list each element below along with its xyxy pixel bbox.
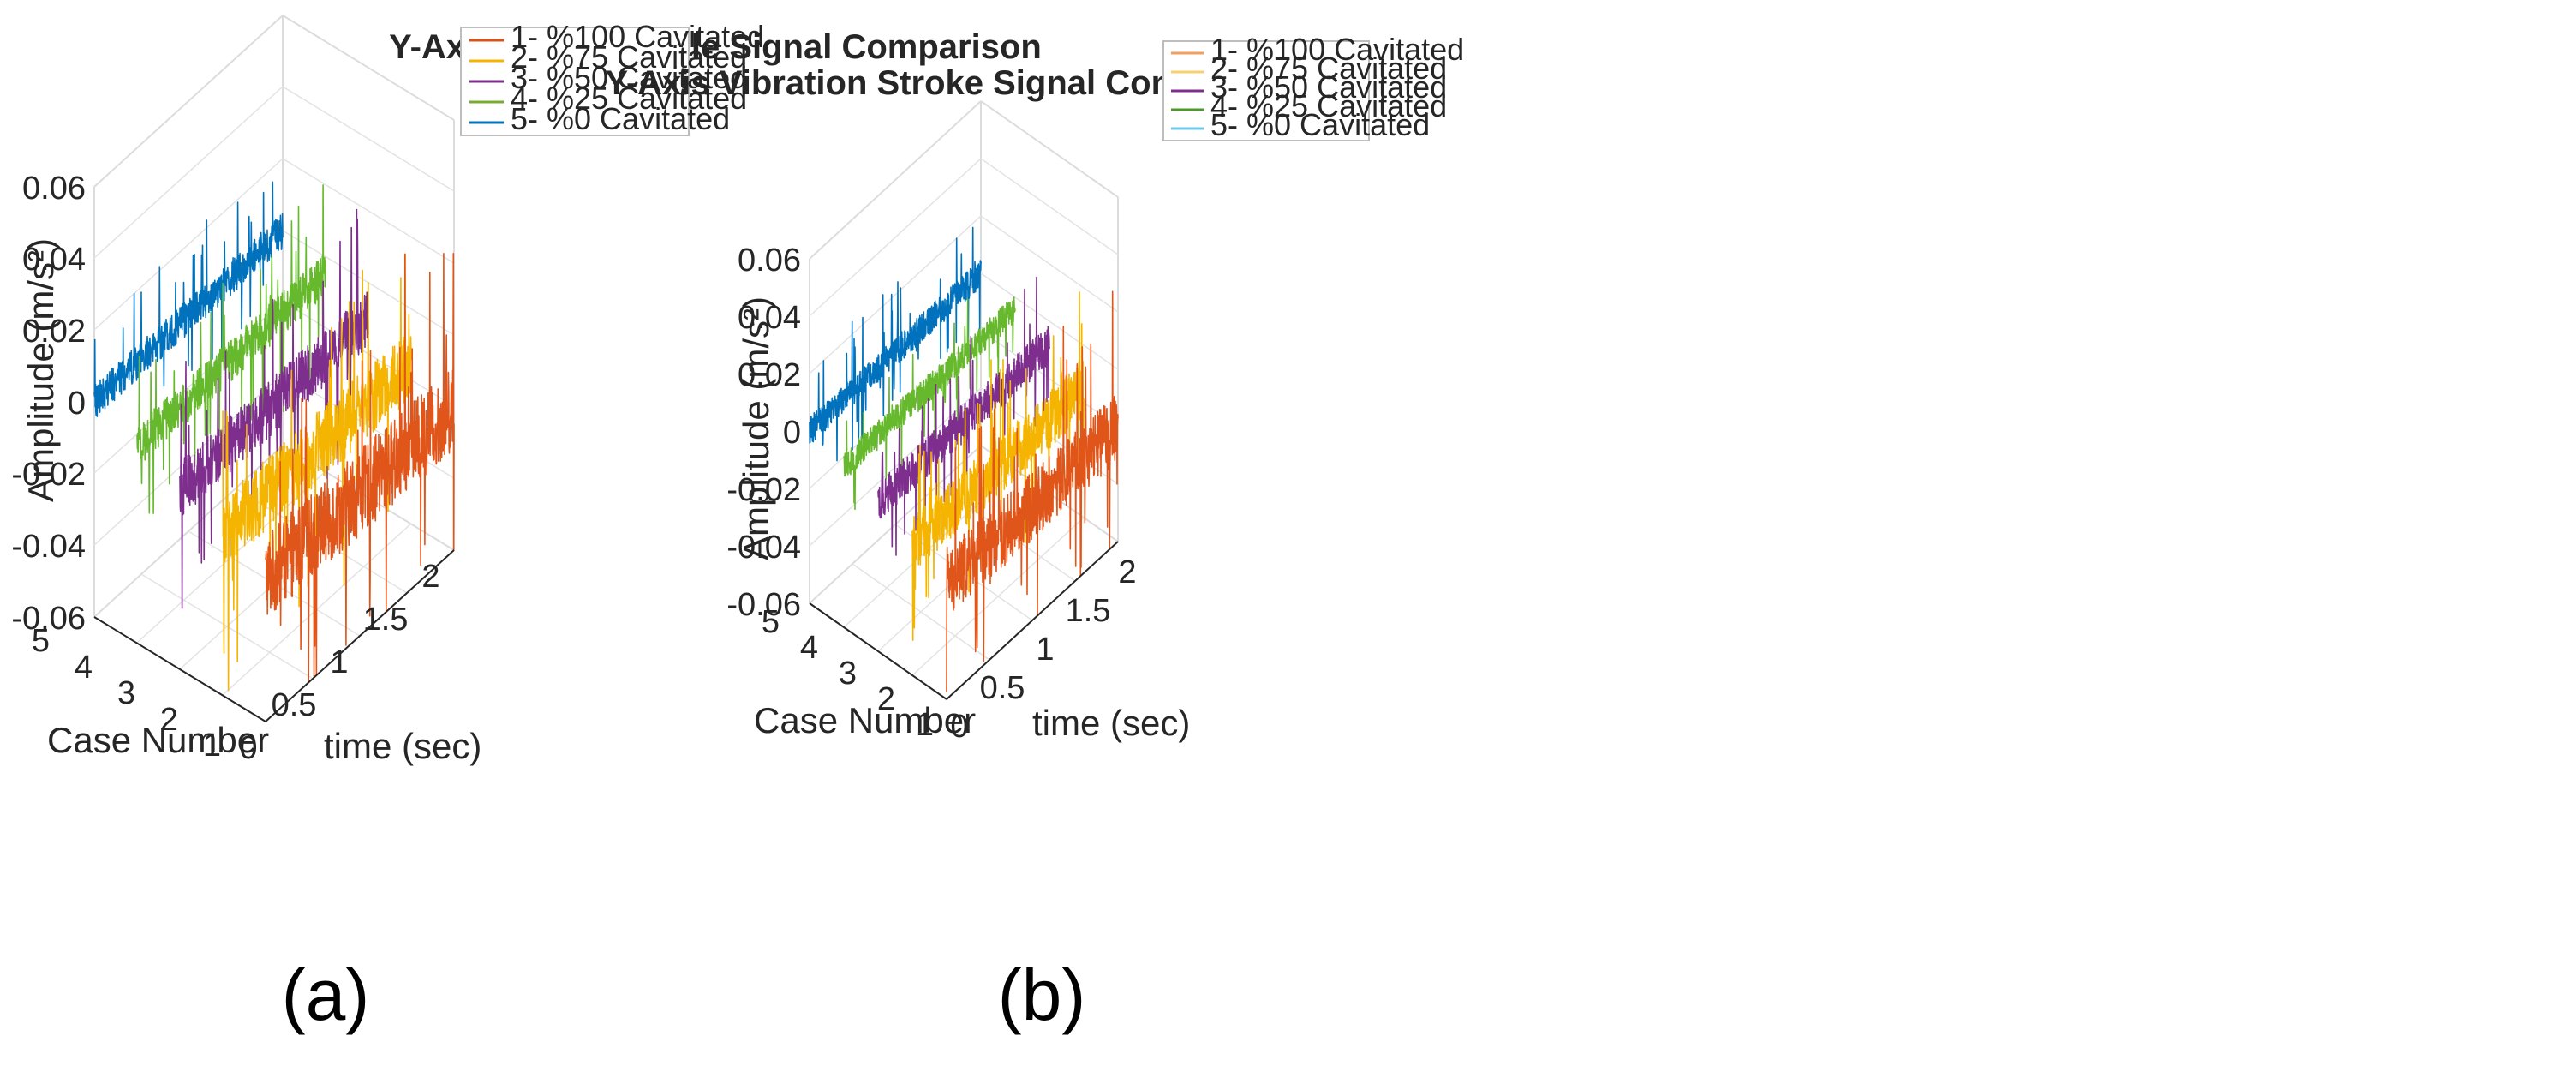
panel-a-ztick: 0.06	[22, 171, 86, 207]
panel-b-legend-label: 5- %0 Cavitated	[1210, 107, 1430, 142]
panel-b-traces	[809, 226, 1119, 692]
panel-b-legend: 1- %100 Cavitated 2- %75 Cavitated 3- %5…	[1162, 32, 1464, 142]
panel-b-xtick: 1	[1036, 632, 1054, 668]
panel-a-grid-line	[93, 86, 284, 259]
panel-a-grid-line	[282, 158, 455, 264]
series-trace-1	[265, 253, 455, 684]
panel-a-xtick: 0.5	[272, 687, 317, 723]
panel-b-legend-label: 4- %25 Cavitated	[1210, 88, 1447, 123]
panel-b-xtick: 0	[950, 709, 968, 745]
panel-b-ytick: 5	[762, 604, 780, 640]
panel-a-ztick: 0.04	[22, 242, 86, 278]
panel-b-legend-label: 3- %50 Cavitated	[1210, 69, 1447, 105]
panel-b-ytick: 3	[839, 656, 857, 692]
panel-b-time-ticks: 0 0.5 1 1.5 2	[950, 554, 1136, 745]
panel-b-ztick: 0.02	[738, 357, 801, 393]
panel-b-zlabel: Amplitude (m/s²)	[736, 296, 776, 560]
panel-a-box-edge	[282, 15, 455, 121]
panel-a-legend-label: 1- %100 Cavitated	[511, 19, 764, 54]
panel-b-ytick: 1	[916, 707, 934, 743]
panel-a: Y-Axis Vibration Idle Signal Comparison	[11, 15, 1042, 1035]
panel-b-time-axis	[946, 541, 1119, 700]
panel-a-ztick: 0.02	[22, 314, 86, 350]
panel-b-box-edge	[809, 100, 982, 260]
panel-a-ytick: 4	[75, 650, 93, 686]
panel-a-case-axis	[93, 616, 266, 722]
panel-a-legend-label: 3- %50 Cavitated	[511, 60, 747, 95]
panel-a-xlabel: time (sec)	[324, 726, 481, 766]
panel-a-ytick: 5	[32, 623, 50, 659]
panel-b-ylabel: Case Number	[754, 700, 976, 740]
panel-a-ytick: 2	[160, 702, 178, 738]
panel-a-legend-label: 2- %75 Cavitated	[511, 39, 747, 75]
panel-a-box-edge	[93, 15, 284, 188]
panel-a-legend-label: 4- %25 Cavitated	[511, 81, 747, 116]
panel-a-legend: 1- %100 Cavitated 2- %75 Cavitated 3- %5…	[460, 19, 764, 136]
panel-b-xtick: 2	[1118, 554, 1136, 590]
panel-b-grid-line	[809, 215, 982, 374]
panel-b-caption: (b)	[998, 955, 1086, 1035]
panel-b-grid-line	[980, 272, 1119, 370]
panel-b-grid-line	[980, 158, 1119, 255]
panel-a-xtick: 1.5	[363, 602, 409, 638]
panel-a-case-ticks: 1 2 3 4 5	[32, 623, 221, 764]
panel-b-ztick: 0	[783, 415, 801, 451]
panel-b-ztick: -0.06	[726, 587, 801, 623]
series-trace-4	[136, 184, 326, 514]
panel-b-ztick: 0.06	[738, 243, 801, 278]
series-trace-5	[93, 181, 284, 417]
panel-a-xtick: 2	[421, 559, 439, 595]
panel-b-legend-label: 1- %100 Cavitated	[1210, 32, 1464, 67]
panel-b-ztick: 0.04	[738, 300, 801, 336]
panel-a-grid-line	[282, 86, 455, 192]
panel-b-amplitude-ticks: 0.06 0.04 0.02 0 -0.02 -0.04 -0.06	[726, 243, 801, 623]
panel-a-ztick: -0.06	[11, 601, 86, 637]
panel-a-ztick: -0.04	[11, 529, 86, 565]
panel-b-xlabel: time (sec)	[1032, 703, 1190, 743]
panel-a-grid-line	[93, 158, 284, 331]
panel-b-grid-line	[911, 517, 1085, 676]
panel-b-grid-line	[809, 158, 982, 317]
panel-a-xtick: 0	[239, 730, 257, 766]
panel-b-ztick: -0.02	[726, 472, 801, 508]
panel-b-grid-line	[980, 330, 1119, 428]
series-trace-4	[843, 296, 1016, 511]
panel-b-ztick: -0.04	[726, 530, 801, 566]
series-trace-1	[946, 290, 1119, 692]
panel-b-xtick: 1.5	[1066, 593, 1111, 629]
panel-b: Y-Axis Vibration Stroke Signal Compariso…	[605, 32, 1464, 1035]
panel-b-xtick: 0.5	[980, 670, 1025, 706]
panel-a-time-ticks: 0 0.5 1 1.5 2	[239, 559, 439, 766]
panel-a-ytick: 3	[117, 675, 135, 711]
panel-b-legend-label: 2- %75 Cavitated	[1210, 51, 1447, 86]
panel-a-legend-label: 5- %0 Cavitated	[511, 101, 730, 136]
panel-b-case-ticks: 1 2 3 4 5	[762, 604, 934, 743]
series-trace-5	[809, 226, 982, 462]
panel-a-ylabel: Case Number	[47, 720, 269, 760]
panel-b-ytick: 2	[877, 681, 895, 717]
panel-a-ztick: -0.02	[11, 457, 86, 493]
panel-b-grid-line	[980, 215, 1119, 313]
panel-a-xtick: 1	[330, 644, 348, 680]
series-trace-2	[222, 253, 412, 692]
panel-a-ytick: 1	[203, 728, 221, 764]
series-trace-2	[911, 291, 1085, 641]
panel-a-traces	[93, 181, 455, 692]
panel-b-box-edge	[980, 100, 1119, 198]
panel-a-time-axis	[265, 549, 455, 722]
panel-a-ztick: 0	[68, 386, 86, 422]
panel-b-case-axis	[809, 602, 947, 700]
panel-b-ytick: 4	[800, 630, 818, 666]
panel-a-zlabel: Amplitude (m/s²)	[21, 238, 61, 502]
panel-a-caption: (a)	[282, 955, 370, 1035]
panel-a-amplitude-ticks: 0.06 0.04 0.02 0 -0.02 -0.04 -0.06	[11, 171, 86, 637]
